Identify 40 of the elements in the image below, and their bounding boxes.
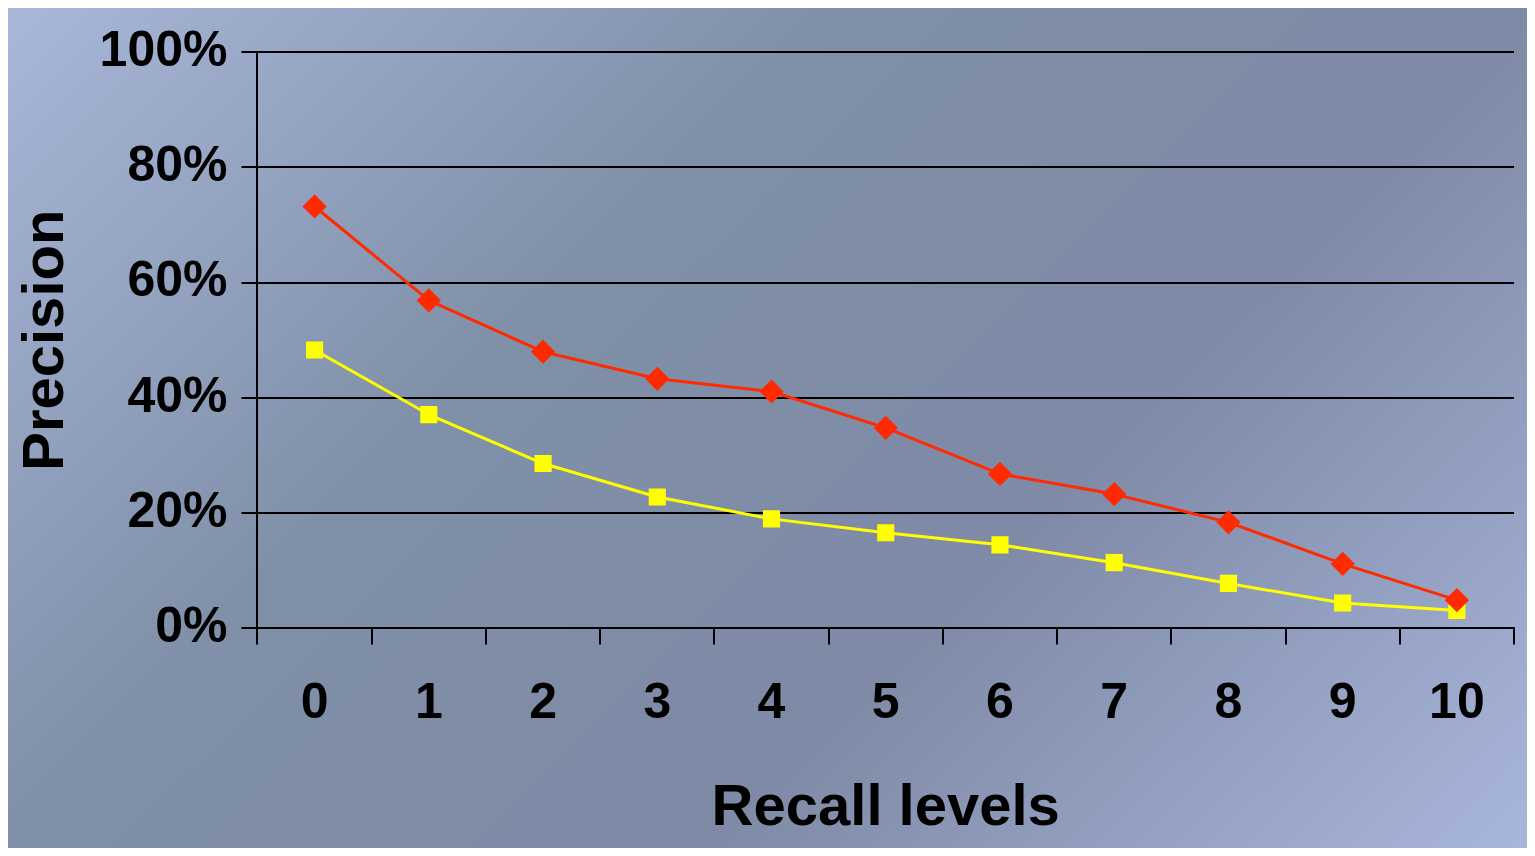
x-tick-label: 9 (1328, 673, 1357, 730)
y-tick-label: 80% (127, 136, 228, 193)
y-tick-label: 60% (127, 251, 228, 308)
point (1445, 588, 1469, 612)
point (645, 367, 669, 391)
point (420, 405, 438, 424)
x-axis-title: Recall levels (711, 772, 1060, 838)
point (534, 454, 552, 473)
point (1216, 510, 1240, 534)
x-tick-label: 8 (1214, 673, 1243, 730)
point (988, 462, 1012, 486)
point (877, 524, 895, 542)
x-tick-label: 7 (1100, 673, 1129, 730)
x-tick-label: 10 (1429, 673, 1485, 730)
point (648, 488, 666, 506)
point (1105, 554, 1123, 572)
x-tick-label: 0 (300, 673, 329, 730)
y-axis-title: Precision (9, 209, 75, 471)
point (874, 416, 898, 440)
y-tick-label: 100% (99, 20, 228, 77)
x-tick-label: 4 (757, 673, 786, 730)
x-tick-label: 3 (643, 673, 672, 730)
point (531, 340, 555, 364)
point (303, 194, 327, 218)
point (1102, 482, 1126, 506)
x-tick-label: 6 (986, 673, 1014, 730)
point (417, 288, 441, 312)
point (1219, 574, 1237, 593)
point (1331, 552, 1355, 576)
point (1334, 594, 1352, 612)
y-tick-label: 20% (127, 481, 228, 538)
y-tick-label: 0% (155, 597, 228, 654)
x-tick-label: 5 (871, 673, 900, 730)
point (306, 341, 324, 359)
point (991, 536, 1009, 554)
y-tick-label: 40% (127, 366, 228, 423)
x-tick-label: 2 (529, 673, 557, 730)
x-tick-label: 1 (414, 673, 443, 730)
point (762, 510, 781, 528)
point (760, 380, 784, 403)
